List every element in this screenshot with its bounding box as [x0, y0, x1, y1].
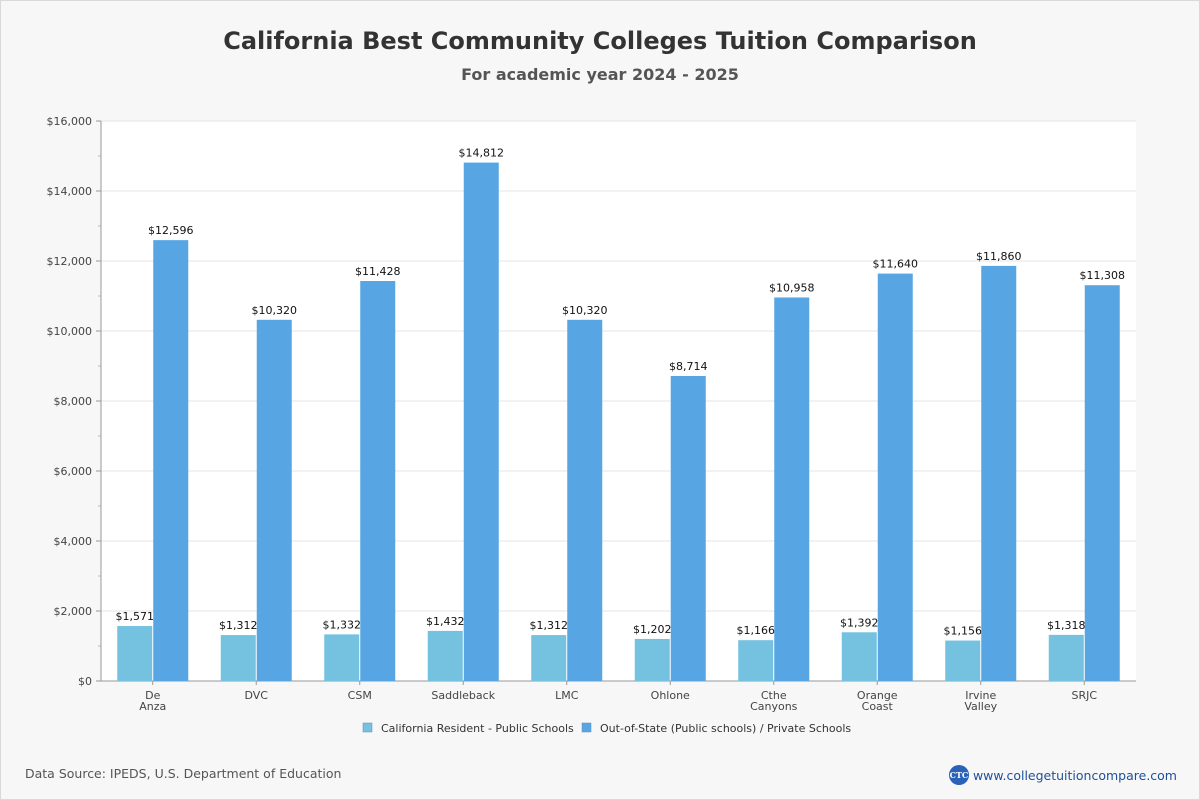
x-tick-label: SRJC — [1071, 689, 1097, 702]
legend-entry-label: California Resident - Public Schools — [381, 722, 574, 735]
legend-swatch-0 — [362, 722, 373, 733]
x-tick-label-line: Anza — [139, 700, 166, 713]
x-tick-label: Irvine Valley — [964, 689, 997, 713]
bar-data-label: $1,571 — [116, 610, 155, 623]
bar-data-label: $10,320 — [252, 304, 298, 317]
bar-resident-1 — [220, 635, 256, 681]
legend-swatch-1 — [581, 722, 592, 733]
bar-data-label: $8,714 — [669, 360, 708, 373]
bar-resident-5 — [634, 638, 670, 681]
bar-data-label: $1,166 — [737, 624, 776, 637]
bar-out-of-state-1 — [256, 319, 292, 681]
bar-data-label: $11,308 — [1080, 269, 1126, 282]
x-tick-label-line: SRJC — [1071, 689, 1097, 702]
bar-resident-3 — [427, 630, 463, 681]
y-tick-label: $12,000 — [47, 255, 93, 268]
bar-resident-6 — [738, 640, 774, 681]
x-tick-label-line: Cthe — [761, 689, 787, 702]
y-tick-label: $10,000 — [47, 325, 93, 338]
x-tick-label-line: Coast — [862, 700, 894, 713]
bar-out-of-state-3 — [463, 162, 499, 681]
bar-resident-9 — [1048, 634, 1084, 681]
bar-data-label: $1,318 — [1047, 619, 1086, 632]
bar-data-label: $10,320 — [562, 304, 608, 317]
y-tick-label: $4,000 — [54, 535, 93, 548]
x-tick-label-line: Ohlone — [651, 689, 690, 702]
x-tick-label: DVC — [245, 689, 269, 702]
x-tick-label-line: Valley — [964, 700, 997, 713]
bar-out-of-state-5 — [670, 376, 706, 681]
x-tick-label-line: LMC — [555, 689, 579, 702]
bar-out-of-state-8 — [981, 265, 1017, 681]
legend-entry-label: Out-of-State (Public schools) / Private … — [600, 722, 851, 735]
data-source-note: Data Source: IPEDS, U.S. Department of E… — [25, 766, 342, 781]
bar-data-label: $1,312 — [219, 619, 258, 632]
y-tick-label: $14,000 — [47, 185, 93, 198]
site-brand[interactable]: CTC www.collegetuitioncompare.com — [948, 765, 1177, 785]
x-tick-label-line: DVC — [245, 689, 269, 702]
x-tick-label-line: De — [145, 689, 160, 702]
bar-resident-4 — [531, 635, 567, 681]
bar-data-label: $1,332 — [323, 618, 362, 631]
bar-resident-8 — [945, 640, 981, 681]
x-tick-label: CSM — [348, 689, 372, 702]
bar-out-of-state-2 — [360, 281, 396, 681]
bar-data-label: $1,202 — [633, 623, 672, 636]
bar-out-of-state-9 — [1084, 285, 1120, 681]
y-tick-label: $0 — [78, 675, 92, 688]
bar-data-label: $11,860 — [976, 250, 1022, 263]
x-tick-label: Ohlone — [651, 689, 690, 702]
bar-data-label: $10,958 — [769, 281, 815, 294]
bar-data-label: $11,428 — [355, 265, 401, 278]
x-tick-label: Saddleback — [431, 689, 495, 702]
bar-data-label: $1,312 — [530, 619, 569, 632]
chart-title: California Best Community Colleges Tuiti… — [223, 27, 977, 55]
bar-out-of-state-4 — [567, 319, 603, 681]
bar-data-label: $11,640 — [873, 258, 919, 271]
bar-out-of-state-0 — [153, 240, 189, 681]
bar-chart: $0 $2,000 $4,000 $6,000 $8,000 $10,000 $12,000… — [47, 115, 1136, 735]
bar-out-of-state-7 — [877, 273, 913, 681]
x-tick-label: LMC — [555, 689, 579, 702]
bar-resident-0 — [117, 626, 153, 681]
x-tick-label-line: Canyons — [750, 700, 798, 713]
bar-data-label: $12,596 — [148, 224, 194, 237]
chart-subtitle: For academic year 2024 - 2025 — [461, 65, 739, 84]
y-tick-label: $6,000 — [54, 465, 93, 478]
bar-data-label: $14,812 — [459, 147, 505, 160]
bar-data-label: $1,392 — [840, 616, 879, 629]
x-tick-label: De Anza — [139, 689, 166, 713]
site-logo-icon: CTC — [948, 765, 969, 785]
x-tick-label: Cthe Canyons — [750, 689, 798, 713]
x-tick-label: Orange Coast — [857, 689, 898, 713]
x-tick-label-line: Saddleback — [431, 689, 495, 702]
y-tick-label: $2,000 — [54, 605, 93, 618]
x-tick-label-line: Orange — [857, 689, 898, 702]
bar-out-of-state-6 — [774, 297, 810, 681]
x-tick-label-line: CSM — [348, 689, 372, 702]
bar-data-label: $1,432 — [426, 615, 465, 628]
bar-resident-7 — [841, 632, 877, 681]
y-tick-label: $16,000 — [47, 115, 93, 128]
bar-data-label: $1,156 — [944, 625, 983, 638]
site-url-link[interactable]: www.collegetuitioncompare.com — [972, 767, 1177, 783]
bar-resident-2 — [324, 634, 360, 681]
y-tick-label: $8,000 — [54, 395, 93, 408]
x-tick-label-line: Irvine — [965, 689, 996, 702]
